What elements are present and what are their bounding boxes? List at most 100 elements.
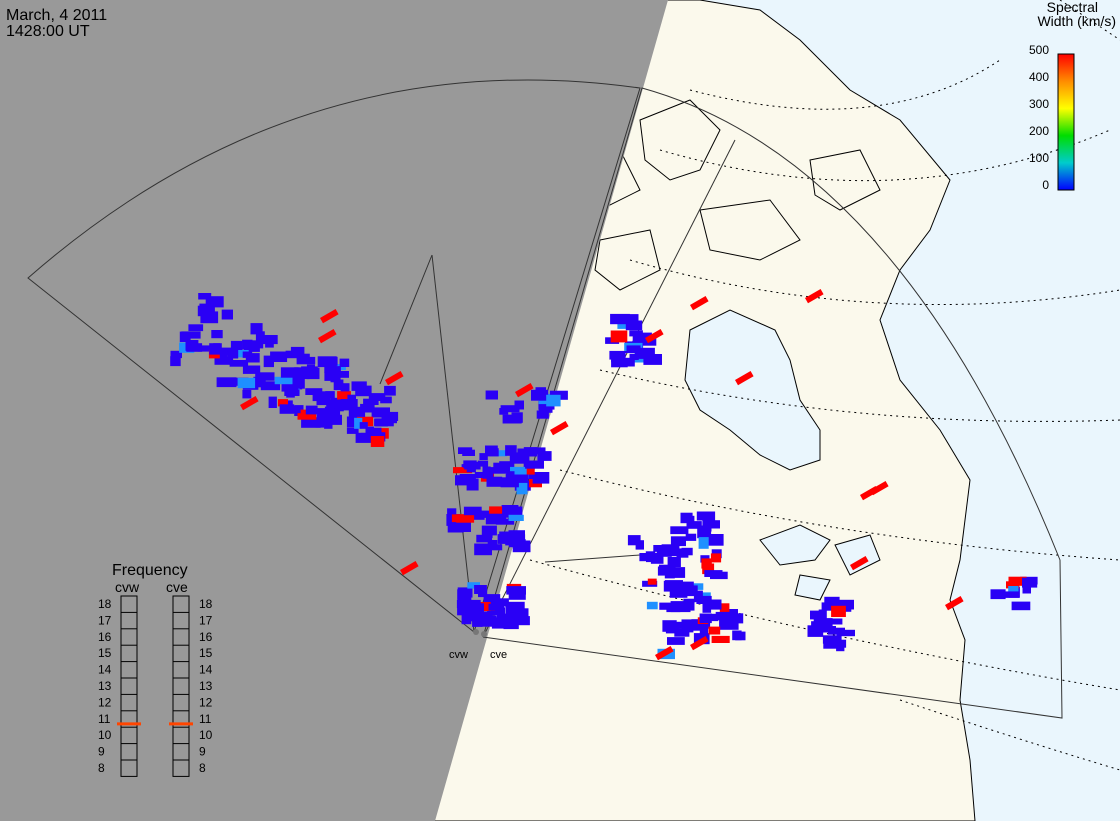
echo-cell (466, 603, 480, 615)
echo-cell (670, 601, 691, 613)
echo-cell (626, 345, 641, 354)
colorbar-title-2: Width (km/s) (1037, 13, 1116, 29)
echo-cell (346, 427, 359, 434)
echo-cell (279, 404, 295, 414)
echo-cell (850, 556, 869, 571)
echo-cell (831, 605, 846, 617)
echo-cell (516, 482, 528, 495)
echo-cell (227, 348, 239, 359)
echo-cell (209, 343, 220, 355)
frequency-cvw-label: cvw (115, 579, 140, 595)
echo-cell (719, 603, 730, 615)
echo-cell (339, 358, 350, 367)
colorbar-tick-label: 0 (1042, 178, 1049, 192)
echo-cell (655, 646, 674, 661)
echo-cell (359, 422, 368, 429)
time-label: 1428:00 UT (6, 23, 90, 40)
echo-cell (268, 396, 277, 408)
echo-cell (489, 506, 503, 514)
echo-cell (538, 406, 553, 413)
echo-cell (280, 367, 299, 378)
echo-cell (371, 407, 390, 418)
echo-cell (487, 607, 505, 616)
echo-cell (462, 449, 475, 456)
echo-cell (643, 354, 662, 365)
echo-cell (354, 416, 374, 427)
echo-cell (463, 460, 477, 469)
echo-cell (485, 390, 498, 400)
echo-cell (324, 422, 333, 429)
echo-cell (819, 626, 836, 633)
frequency-level-label: 11 (199, 712, 212, 726)
echo-cell (690, 296, 709, 311)
echo-cell (472, 619, 483, 627)
echo-cell (670, 548, 688, 556)
echo-cell (360, 403, 375, 413)
echo-cell (490, 601, 505, 611)
frequency-level-label: 8 (199, 761, 206, 775)
frequency-level-label: 16 (98, 630, 112, 644)
frequency-level-label: 9 (199, 745, 206, 759)
echo-cell (711, 635, 730, 643)
echo-cell (318, 356, 338, 366)
echo-cell (346, 416, 358, 428)
echo-cell (284, 389, 300, 396)
frequency-level-label: 14 (199, 663, 213, 677)
echo-cell (690, 636, 709, 651)
echo-cell (1022, 582, 1031, 594)
echo-cell (315, 421, 325, 428)
echo-cell (715, 611, 734, 621)
echo-cell (525, 460, 544, 469)
echo-cell (281, 380, 299, 392)
echo-cell (611, 351, 624, 363)
echo-cell (188, 324, 204, 332)
echo-cell (478, 611, 493, 624)
echo-cell (511, 412, 523, 423)
echo-cell (700, 613, 719, 622)
echo-cell (823, 642, 842, 649)
echo-cell (523, 447, 538, 457)
echo-cell (294, 367, 310, 380)
echo-cell (945, 596, 964, 611)
echo-cell (291, 377, 305, 389)
echo-cell (260, 381, 281, 391)
frequency-level-label: 18 (98, 597, 112, 611)
frequency-level-label: 9 (98, 745, 105, 759)
echo-cell (632, 332, 652, 342)
echo-cell (508, 530, 525, 541)
echo-cell (307, 406, 317, 414)
colorbar-tick-label: 300 (1029, 97, 1049, 111)
echo-cell (170, 350, 182, 359)
echo-cell (205, 296, 224, 308)
echo-cell (354, 417, 363, 429)
echo-cell (670, 536, 686, 547)
echo-cell (216, 377, 237, 388)
echo-cell (536, 410, 549, 419)
echo-cell (497, 534, 512, 544)
echo-cell (488, 603, 497, 611)
echo-cell (463, 506, 482, 516)
frequency-level-label: 14 (98, 663, 112, 677)
echo-cell (653, 545, 671, 552)
echo-cell (685, 515, 695, 523)
echo-cell (324, 366, 341, 373)
frequency-level-label: 11 (98, 712, 111, 726)
echo-cell (255, 372, 275, 381)
echo-cell (482, 466, 491, 476)
frequency-level-label: 10 (199, 728, 213, 742)
echo-cell (698, 537, 709, 549)
echo-cell (702, 520, 720, 529)
echo-cell (486, 512, 505, 523)
echo-cell (250, 323, 263, 335)
frequency-level-label: 13 (98, 679, 112, 693)
echo-cell (300, 353, 310, 364)
echo-cell (479, 453, 488, 460)
colorbar-scale (1057, 53, 1075, 191)
colorbar-tick-label: 200 (1029, 124, 1049, 138)
echo-cell (253, 376, 266, 388)
frequency-level-label: 17 (98, 613, 112, 627)
echo-cell (384, 385, 396, 396)
echo-cell (870, 481, 889, 496)
echo-cell (214, 351, 228, 358)
echo-cell (669, 589, 688, 598)
